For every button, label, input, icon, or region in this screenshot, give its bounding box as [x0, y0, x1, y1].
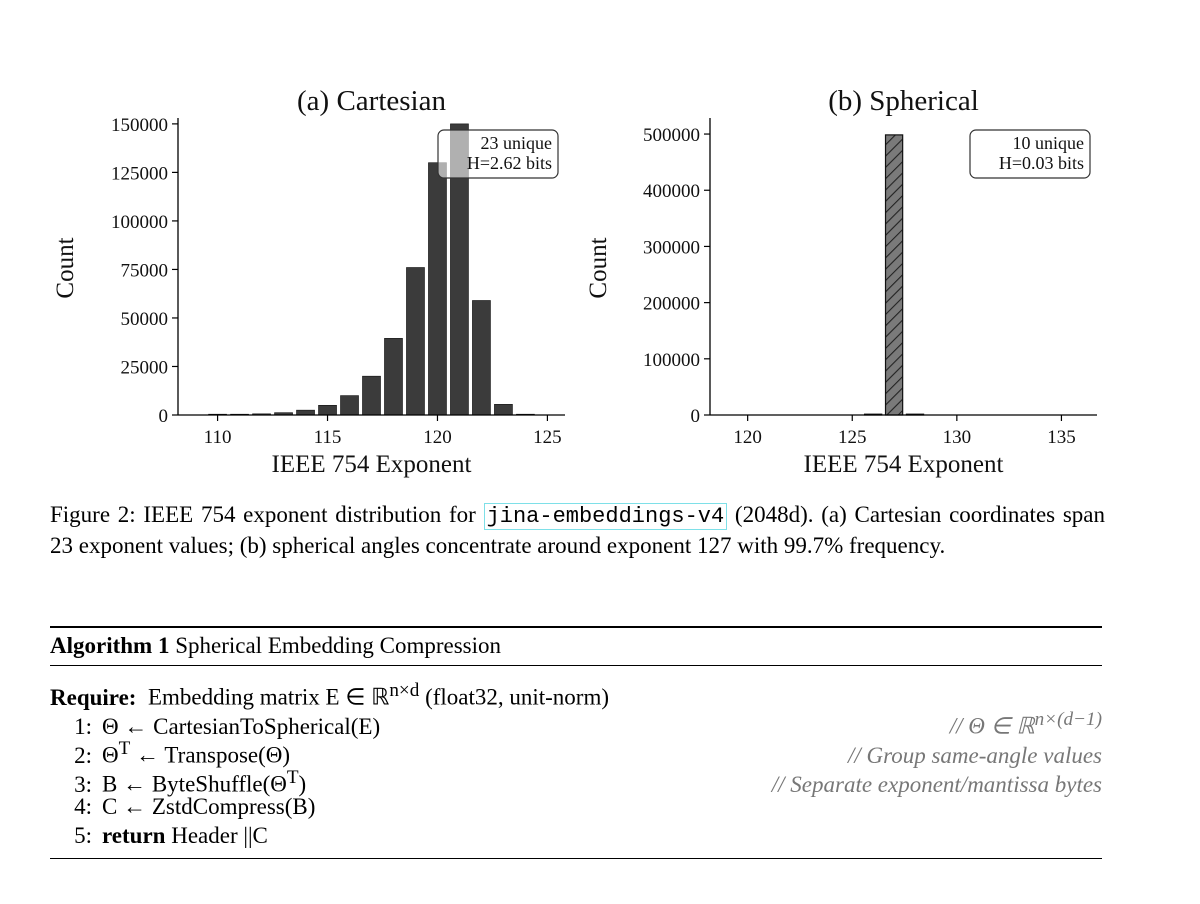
cartesian-bar-115 [318, 404, 337, 416]
spherical-ytick-label: 500000 [643, 125, 700, 146]
algorithm-line: 2: ΘT ← Transpose(Θ) // Group same-angle v… [50, 734, 1102, 768]
model-name[interactable]: jina-embeddings-v4 [483, 503, 728, 530]
cartesian-annotation-line: 23 unique [481, 133, 553, 153]
line-number: 4: [74, 794, 92, 819]
spherical-ylabel: Count [585, 237, 612, 298]
cartesian-xtick-label: 120 [423, 427, 452, 448]
caption-prefix: Figure 2: IEEE 754 exponent distribution… [50, 502, 484, 527]
spherical-bar-127 [884, 134, 904, 416]
line-number: 3: [74, 771, 92, 797]
spherical-annotation-line: 10 unique [1013, 133, 1085, 153]
cartesian-bar-119 [406, 267, 425, 416]
algorithm-line: 5: return Header ||C [50, 821, 1102, 850]
line-statement: ΘT ← Transpose(Θ) [102, 738, 291, 768]
line-statement: Θ ← CartesianToSpherical(E) [102, 713, 381, 739]
cartesian-ytick-label: 50000 [121, 309, 169, 330]
line-comment: // Θ ∈ ℝn×(d−1) [949, 709, 1102, 739]
spherical-ytick-label: 400000 [643, 181, 700, 202]
cartesian-bar-114 [296, 409, 315, 416]
cartesian-bar-123 [494, 404, 513, 416]
cartesian-ytick-label: 125000 [111, 163, 168, 184]
cartesian-xtick-label: 125 [533, 427, 562, 448]
cartesian-ytick-label: 100000 [111, 212, 168, 233]
algorithm-line: 1: Θ ← CartesianToSpherical(E) // Θ ∈ ℝn×(… [50, 705, 1102, 739]
algorithm-name: Spherical Embedding Compression [175, 633, 502, 658]
line-statement: B ← ByteShuffle(ΘT) [102, 767, 307, 797]
algorithm-label: Algorithm 1 [50, 633, 170, 658]
cartesian-ytick-label: 0 [159, 406, 169, 427]
line-number: 1: [74, 713, 92, 739]
line-number: 5: [74, 823, 92, 848]
panel-spherical: 0 100000 200000 300000 400000 500000 120 125 130… [585, 85, 1097, 478]
algorithm-title: Algorithm 1 Spherical Embedding Compress… [50, 628, 1102, 665]
cartesian-ytick-label: 150000 [111, 115, 168, 136]
algorithm-require: Require: Embedding matrix E ∈ ℝn×d (floa… [50, 676, 1102, 710]
algorithm-block: Algorithm 1 Spherical Embedding Compress… [50, 626, 1102, 859]
require-text: Embedding matrix E ∈ ℝn×d (float32, unit… [147, 680, 610, 710]
line-statement: C ← ZstdCompress(B) [102, 794, 316, 819]
cartesian-ytick-label: 75000 [121, 260, 169, 281]
spherical-ytick-label: 200000 [643, 294, 700, 315]
caption-suffix: (2048d). (a) Cartesian coordinates span … [50, 502, 1105, 558]
cartesian-ylabel: Count [52, 237, 79, 298]
cartesian-ytick-label: 25000 [121, 357, 169, 378]
spherical-title: (b) Spherical [828, 85, 979, 117]
cartesian-bar-118 [384, 338, 403, 416]
spherical-ytick-label: 0 [691, 406, 701, 427]
cartesian-bar-117 [362, 375, 381, 416]
spherical-xlabel: IEEE 754 Exponent [804, 451, 1004, 478]
cartesian-annotation-box [437, 129, 559, 179]
panel-cartesian: 0 25000 50000 75000 100000 125000 150000 110 115… [52, 85, 565, 478]
line-comment: // Group same-angle values [847, 742, 1102, 768]
algorithm-line: 3: B ← ByteShuffle(ΘT) // Separate exponen… [50, 763, 1102, 797]
cartesian-xtick-label: 115 [314, 427, 342, 448]
figure-caption: Figure 2: IEEE 754 exponent distribution… [50, 500, 1105, 560]
require-label: Require: [50, 684, 137, 710]
cartesian-bar-116 [340, 395, 359, 416]
line-number: 2: [74, 742, 92, 768]
spherical-xtick-label: 130 [943, 427, 972, 448]
figure-2: 0 25000 50000 75000 100000 125000 150000 110 115… [52, 85, 1097, 478]
cartesian-xtick-label: 110 [204, 427, 232, 448]
spherical-annotation-line: H=0.03 bits [999, 153, 1084, 173]
cartesian-annotation-line: H=2.62 bits [467, 153, 552, 173]
cartesian-xlabel: IEEE 754 Exponent [272, 451, 472, 478]
spherical-xtick-label: 120 [733, 427, 762, 448]
spherical-annotation-box [969, 129, 1091, 179]
algorithm-line: 4: C ← ZstdCompress(B) [50, 792, 1102, 821]
spherical-xtick-label: 135 [1047, 427, 1076, 448]
cartesian-title: (a) Cartesian [297, 85, 446, 117]
line-statement: return Header ||C [102, 823, 268, 848]
cartesian-bar-120 [428, 162, 447, 416]
spherical-ytick-label: 100000 [643, 350, 700, 371]
spherical-ytick-label: 300000 [643, 237, 700, 258]
line-comment: // Separate exponent/mantissa bytes [771, 771, 1102, 797]
cartesian-bar-122 [472, 300, 491, 416]
spherical-xtick-label: 125 [838, 427, 867, 448]
